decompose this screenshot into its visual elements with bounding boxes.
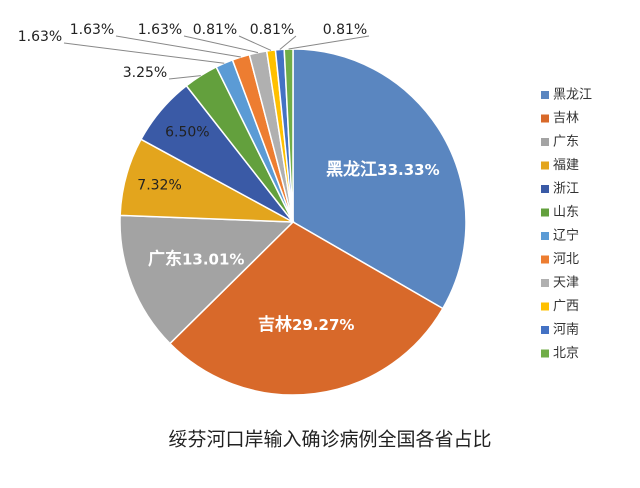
legend-label: 浙江 <box>553 182 579 197</box>
legend-swatch <box>541 255 549 264</box>
leader-line <box>238 35 272 51</box>
data-label: 吉林29.27% <box>258 314 354 335</box>
legend-swatch <box>541 302 549 311</box>
legend-label: 广东 <box>553 135 579 150</box>
data-label: 6.50% <box>165 125 209 141</box>
legend-label: 河南 <box>553 322 579 338</box>
data-label: 广东13.01% <box>148 249 244 270</box>
data-label: 3.25% <box>123 65 167 81</box>
legend-label: 山东 <box>553 205 579 220</box>
label-category: 黑龙江 <box>326 159 377 180</box>
legend-label: 天津 <box>553 276 579 291</box>
pie-slice <box>119 214 295 345</box>
data-label: 1.63% <box>18 29 62 45</box>
legend-swatch <box>541 326 549 334</box>
legend-swatch <box>541 161 549 170</box>
legend-label: 吉林 <box>553 111 579 126</box>
label-value: 13.01% <box>182 250 244 268</box>
leader-line <box>168 75 201 80</box>
label-value: 33.33% <box>377 161 439 179</box>
leader-line <box>279 35 297 50</box>
legend-label: 北京 <box>553 346 579 361</box>
data-label: 0.81% <box>193 22 237 38</box>
data-label: 0.81% <box>323 22 367 38</box>
leader-line <box>288 35 370 50</box>
legend-label: 辽宁 <box>553 228 579 244</box>
data-label: 7.32% <box>137 177 181 193</box>
legend-label: 福建 <box>553 158 579 173</box>
data-label: 0.81% <box>250 22 294 38</box>
data-label: 1.63% <box>70 22 114 38</box>
legend-swatch <box>541 232 549 240</box>
leader-line <box>115 35 241 58</box>
data-label: 黑龙江33.33% <box>326 159 439 180</box>
legend-swatch <box>541 91 549 99</box>
legend-swatch <box>541 349 549 358</box>
pie-slice <box>292 48 467 310</box>
legend-swatch <box>541 114 549 123</box>
legend-swatch <box>541 185 549 193</box>
data-label: 1.63% <box>138 22 182 38</box>
leader-line <box>183 35 259 54</box>
pie-slice <box>283 48 294 223</box>
legend-label: 广西 <box>553 299 579 314</box>
label-category: 广东 <box>148 249 182 270</box>
legend-label: 黑龙江 <box>553 88 592 103</box>
legend-swatch <box>541 279 549 287</box>
legend-swatch <box>541 208 549 217</box>
legend-label: 河北 <box>553 252 579 267</box>
label-category: 吉林 <box>258 314 292 335</box>
chart-title: 绥芬河口岸输入确诊病例全国各省占比 <box>168 429 491 451</box>
label-value: 29.27% <box>292 315 354 333</box>
legend-swatch <box>541 138 549 146</box>
leader-line <box>63 42 225 64</box>
pie-slice <box>168 221 444 396</box>
